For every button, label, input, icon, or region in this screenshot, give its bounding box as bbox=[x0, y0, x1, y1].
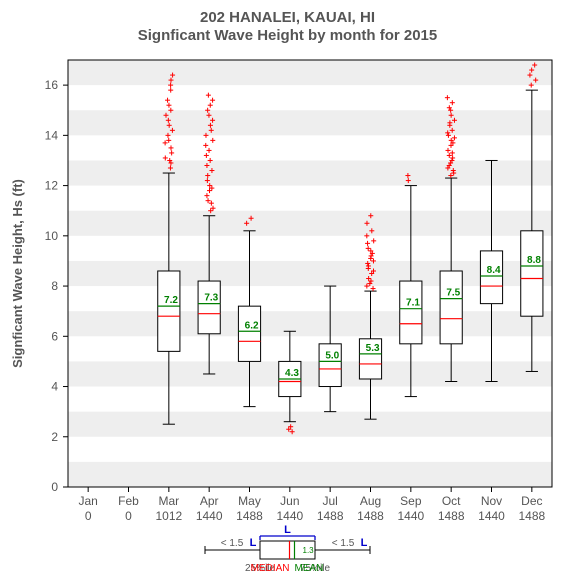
count-label: 1488 bbox=[357, 509, 384, 523]
month-label: Jan bbox=[78, 494, 97, 508]
y-tick-label: 2 bbox=[51, 430, 58, 444]
count-label: 0 bbox=[125, 509, 132, 523]
legend-whisker-right: < 1.5 bbox=[332, 538, 355, 549]
mean-value: 7.1 bbox=[406, 298, 420, 309]
y-tick-label: 12 bbox=[45, 179, 59, 193]
month-label: Nov bbox=[481, 494, 502, 508]
boxplot-month: 5.0 bbox=[319, 286, 341, 412]
mean-value: 5.3 bbox=[366, 343, 380, 354]
y-tick-label: 14 bbox=[45, 128, 59, 142]
grid-band bbox=[68, 160, 552, 185]
boxplot-month: 8.4 bbox=[480, 160, 502, 381]
grid-band bbox=[68, 261, 552, 286]
count-label: 1440 bbox=[478, 509, 505, 523]
boxplot-chart: 0246810121416Jan0Feb0Mar1012Apr1440May14… bbox=[0, 0, 575, 580]
count-label: 1488 bbox=[317, 509, 344, 523]
y-tick-label: 0 bbox=[51, 480, 58, 494]
month-label: Aug bbox=[360, 494, 381, 508]
month-label: Oct bbox=[442, 494, 461, 508]
month-label: May bbox=[238, 494, 261, 508]
count-label: 1488 bbox=[438, 509, 465, 523]
legend-L: L bbox=[284, 524, 291, 536]
legend-mean-label: MEAN bbox=[295, 563, 324, 574]
y-tick-label: 6 bbox=[51, 329, 58, 343]
grid-band bbox=[68, 211, 552, 236]
month-label: Jun bbox=[280, 494, 299, 508]
grid-band bbox=[68, 361, 552, 386]
month-label: Apr bbox=[200, 494, 219, 508]
box bbox=[400, 281, 422, 344]
box bbox=[238, 306, 260, 361]
mean-value: 8.4 bbox=[487, 265, 501, 276]
plot-bands bbox=[68, 60, 552, 487]
mean-value: 5.0 bbox=[325, 350, 339, 361]
chart-title-1: 202 HANALEI, KAUAI, HI bbox=[200, 9, 375, 26]
month-label: Mar bbox=[158, 494, 179, 508]
grid-band bbox=[68, 462, 552, 487]
x-axis: Jan0Feb0Mar1012Apr1440May1488Jun1440Jul1… bbox=[78, 487, 545, 523]
count-label: 1440 bbox=[276, 509, 303, 523]
grid-band bbox=[68, 110, 552, 135]
box bbox=[198, 281, 220, 334]
grid-band bbox=[68, 412, 552, 437]
count-label: 0 bbox=[85, 509, 92, 523]
svg-text:L: L bbox=[361, 537, 368, 549]
boxplot-month: 7.5 bbox=[440, 95, 462, 381]
svg-text:L: L bbox=[250, 537, 257, 549]
count-label: 1440 bbox=[397, 509, 424, 523]
mean-value: 7.2 bbox=[164, 295, 178, 306]
y-tick-label: 16 bbox=[45, 78, 59, 92]
y-tick-label: 8 bbox=[51, 279, 58, 293]
svg-text:1.3: 1.3 bbox=[303, 546, 315, 555]
y-tick-label: 4 bbox=[51, 380, 58, 394]
month-label: Jul bbox=[322, 494, 337, 508]
grid-band bbox=[68, 311, 552, 336]
month-label: Dec bbox=[521, 494, 542, 508]
box bbox=[480, 251, 502, 304]
box bbox=[440, 271, 462, 344]
count-label: 1012 bbox=[155, 509, 182, 523]
legend-whisker-left: < 1.5 bbox=[221, 538, 244, 549]
month-label: Sep bbox=[400, 494, 422, 508]
mean-value: 6.2 bbox=[245, 320, 259, 331]
mean-value: 4.3 bbox=[285, 368, 299, 379]
chart-title-2: Signficant Wave Height by month for 2015 bbox=[138, 27, 438, 44]
chart-container: 0246810121416Jan0Feb0Mar1012Apr1440May14… bbox=[0, 0, 575, 580]
box bbox=[158, 271, 180, 351]
count-label: 1440 bbox=[196, 509, 223, 523]
grid-band bbox=[68, 60, 552, 85]
count-label: 1488 bbox=[518, 509, 545, 523]
y-axis: 0 2 4 6 8 10 12 14 16 bbox=[45, 78, 68, 494]
legend-median-label: MEDIAN bbox=[251, 563, 290, 574]
y-tick-label: 10 bbox=[45, 229, 59, 243]
legend: L< 1.5 L< 1.5 L25%ile75%ile1.3MEDIANMEAN bbox=[205, 524, 370, 574]
mean-value: 7.3 bbox=[204, 293, 218, 304]
mean-value: 8.8 bbox=[527, 255, 541, 266]
y-axis-label: Signficant Wave Height, Hs (ft) bbox=[10, 179, 25, 368]
mean-value: 7.5 bbox=[446, 288, 460, 299]
box bbox=[521, 231, 543, 316]
month-label: Feb bbox=[118, 494, 139, 508]
count-label: 1488 bbox=[236, 509, 263, 523]
